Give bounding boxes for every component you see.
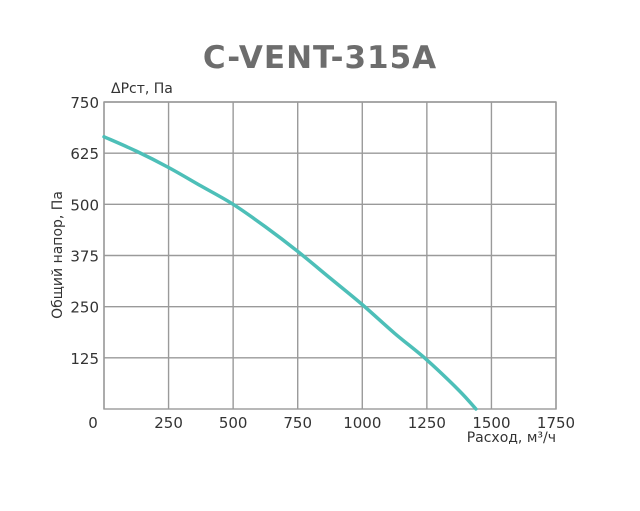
y-tick-label: 750 <box>70 94 99 112</box>
y-tick-label: 500 <box>70 196 99 214</box>
y-tick-label: 625 <box>70 145 99 163</box>
tick-labels: 0 250 500 750 1000 1250 1500 1750 125 250 375 500 62… <box>70 94 575 432</box>
x-tick-label: 1250 <box>408 414 446 432</box>
y-tick-label: 125 <box>70 350 99 368</box>
plot-frame <box>103 101 557 410</box>
y-tick-label: 375 <box>70 248 99 266</box>
x-tick-label: 1750 <box>537 414 575 432</box>
x-tick-label: 750 <box>283 414 312 432</box>
x-tick-label: 250 <box>154 414 183 432</box>
x-tick-label: 0 <box>88 414 98 432</box>
series-group <box>102 135 478 411</box>
x-tick-label: 500 <box>219 414 248 432</box>
x-axis-label: Расход, м³/ч <box>467 430 556 446</box>
x-tick-label: 1500 <box>472 414 510 432</box>
chart-title: C-VENT-315A <box>203 40 437 76</box>
grid <box>103 101 557 409</box>
pressure-flow-curve <box>102 135 478 411</box>
y-axis-label: Общий напор, Па <box>50 191 66 319</box>
y-tick-label: 250 <box>70 299 99 317</box>
x-tick-label: 1000 <box>343 414 381 432</box>
y-unit-label: ΔРст, Па <box>111 81 173 97</box>
